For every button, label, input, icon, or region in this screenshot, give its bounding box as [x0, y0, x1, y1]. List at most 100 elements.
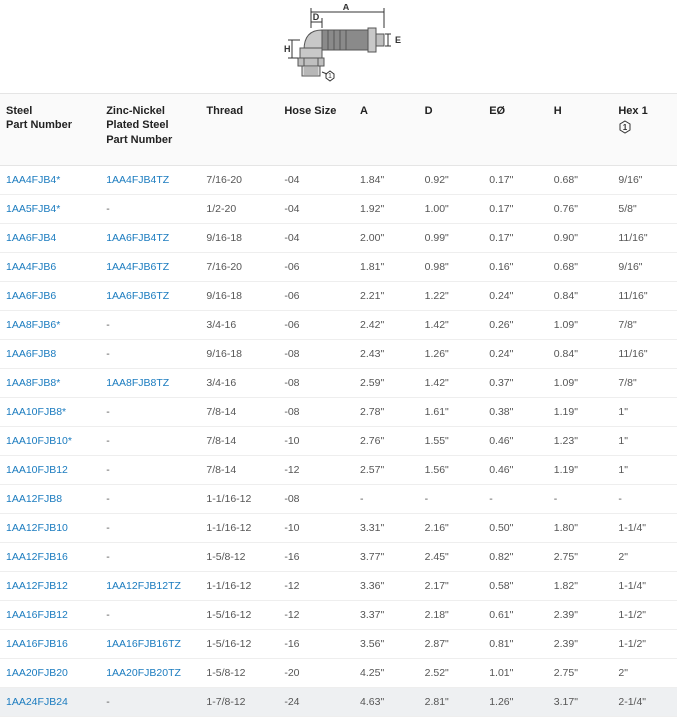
cell-hose: -08: [278, 397, 354, 426]
cell-steel-link[interactable]: 1AA12FJB12: [6, 580, 68, 592]
cell-d: 1.42": [419, 368, 484, 397]
cell-steel-link[interactable]: 1AA24FJB24: [6, 696, 68, 708]
cell-steel-link[interactable]: 1AA10FJB10*: [6, 435, 72, 447]
cell-steel-link[interactable]: 1AA8FJB8*: [6, 377, 60, 389]
cell-zn-link[interactable]: 1AA6FJB6TZ: [106, 290, 169, 302]
cell-hex: 1": [612, 426, 677, 455]
cell-eo: 0.26": [483, 310, 548, 339]
cell-eo: 0.17": [483, 194, 548, 223]
table-row: 1AA12FJB8-1-1/16-12-08-----: [0, 484, 677, 513]
cell-steel-link[interactable]: 1AA6FJB8: [6, 348, 56, 360]
cell-thread: 7/16-20: [200, 252, 278, 281]
cell-hose: -06: [278, 252, 354, 281]
cell-steel-link[interactable]: 1AA12FJB16: [6, 551, 68, 563]
cell-zn-link[interactable]: 1AA4FJB4TZ: [106, 174, 169, 186]
cell-steel: 1AA20FJB20: [0, 658, 100, 687]
cell-hex: 7/8": [612, 310, 677, 339]
cell-eo: 1.01": [483, 658, 548, 687]
cell-steel-link[interactable]: 1AA5FJB4*: [6, 203, 60, 215]
cell-steel-link[interactable]: 1AA6FJB6: [6, 290, 56, 302]
table-row: 1AA8FJB8*1AA8FJB8TZ3/4-16-082.59"1.42"0.…: [0, 368, 677, 397]
cell-h: 2.75": [548, 658, 613, 687]
cell-hex: 1-1/2": [612, 629, 677, 658]
col-eo: EØ: [483, 94, 548, 166]
cell-d: 0.98": [419, 252, 484, 281]
cell-steel-link[interactable]: 1AA4FJB6: [6, 261, 56, 273]
header-row: SteelPart Number Zinc-NickelPlated Steel…: [0, 94, 677, 166]
cell-h: -: [548, 484, 613, 513]
cell-d: -: [419, 484, 484, 513]
cell-a: 3.36": [354, 571, 419, 600]
cell-steel-link[interactable]: 1AA8FJB6*: [6, 319, 60, 331]
table-row: 1AA6FJB41AA6FJB4TZ9/16-18-042.00"0.99"0.…: [0, 223, 677, 252]
cell-a: 4.25": [354, 658, 419, 687]
col-steel: SteelPart Number: [0, 94, 100, 166]
cell-hex: 1": [612, 397, 677, 426]
cell-thread: 3/4-16: [200, 310, 278, 339]
cell-eo: 0.82": [483, 542, 548, 571]
cell-steel-link[interactable]: 1AA12FJB8: [6, 493, 62, 505]
cell-hose: -04: [278, 165, 354, 194]
cell-hex: 9/16": [612, 165, 677, 194]
cell-steel-link[interactable]: 1AA10FJB8*: [6, 406, 66, 418]
cell-eo: 0.17": [483, 165, 548, 194]
cell-d: 2.45": [419, 542, 484, 571]
cell-hex: -: [612, 484, 677, 513]
cell-hose: -12: [278, 571, 354, 600]
col-a: A: [354, 94, 419, 166]
cell-steel: 1AA4FJB4*: [0, 165, 100, 194]
cell-h: 0.76": [548, 194, 613, 223]
cell-hex: 1": [612, 455, 677, 484]
col-thread: Thread: [200, 94, 278, 166]
cell-zn-link[interactable]: 1AA20FJB20TZ: [106, 667, 181, 679]
cell-zn-link[interactable]: 1AA16FJB16TZ: [106, 638, 181, 650]
cell-a: 2.43": [354, 339, 419, 368]
cell-hex: 1-1/4": [612, 571, 677, 600]
cell-steel: 1AA16FJB12: [0, 600, 100, 629]
fitting-diagram: A D E H 1: [0, 0, 677, 93]
cell-steel: 1AA4FJB6: [0, 252, 100, 281]
cell-steel-link[interactable]: 1AA12FJB10: [6, 522, 68, 534]
cell-hose: -08: [278, 484, 354, 513]
cell-eo: 0.24": [483, 281, 548, 310]
cell-d: 1.61": [419, 397, 484, 426]
cell-zn-link[interactable]: 1AA6FJB4TZ: [106, 232, 169, 244]
cell-zn-link[interactable]: 1AA12FJB12TZ: [106, 580, 181, 592]
cell-eo: 0.17": [483, 223, 548, 252]
cell-thread: 3/4-16: [200, 368, 278, 397]
cell-zn: 1AA4FJB6TZ: [100, 252, 200, 281]
cell-steel: 1AA24FJB24: [0, 687, 100, 716]
cell-h: 0.68": [548, 252, 613, 281]
hex-icon: 1: [618, 120, 632, 138]
table-row: 1AA5FJB4*-1/2-20-041.92"1.00"0.17"0.76"5…: [0, 194, 677, 223]
cell-hose: -20: [278, 658, 354, 687]
cell-steel: 1AA5FJB4*: [0, 194, 100, 223]
cell-steel: 1AA12FJB12: [0, 571, 100, 600]
cell-thread: 1/2-20: [200, 194, 278, 223]
cell-hex: 11/16": [612, 339, 677, 368]
cell-steel-link[interactable]: 1AA20FJB20: [6, 667, 68, 679]
cell-hex: 2": [612, 658, 677, 687]
cell-h: 0.68": [548, 165, 613, 194]
cell-a: 1.92": [354, 194, 419, 223]
table-row: 1AA16FJB12-1-5/16-12-123.37"2.18"0.61"2.…: [0, 600, 677, 629]
cell-eo: 0.46": [483, 455, 548, 484]
cell-steel-link[interactable]: 1AA16FJB16: [6, 638, 68, 650]
cell-h: 0.90": [548, 223, 613, 252]
cell-steel-link[interactable]: 1AA4FJB4*: [6, 174, 60, 186]
table-row: 1AA12FJB16-1-5/8-12-163.77"2.45"0.82"2.7…: [0, 542, 677, 571]
cell-thread: 9/16-18: [200, 281, 278, 310]
cell-zn: -: [100, 426, 200, 455]
cell-a: 3.56": [354, 629, 419, 658]
cell-steel: 1AA12FJB10: [0, 513, 100, 542]
cell-steel: 1AA10FJB10*: [0, 426, 100, 455]
cell-steel-link[interactable]: 1AA6FJB4: [6, 232, 56, 244]
cell-steel-link[interactable]: 1AA16FJB12: [6, 609, 68, 621]
cell-h: 3.17": [548, 687, 613, 716]
cell-zn-link[interactable]: 1AA4FJB6TZ: [106, 261, 169, 273]
cell-zn: -: [100, 600, 200, 629]
cell-steel-link[interactable]: 1AA10FJB12: [6, 464, 68, 476]
cell-zn-link[interactable]: 1AA8FJB8TZ: [106, 377, 169, 389]
table-row: 1AA6FJB8-9/16-18-082.43"1.26"0.24"0.84"1…: [0, 339, 677, 368]
cell-d: 1.22": [419, 281, 484, 310]
